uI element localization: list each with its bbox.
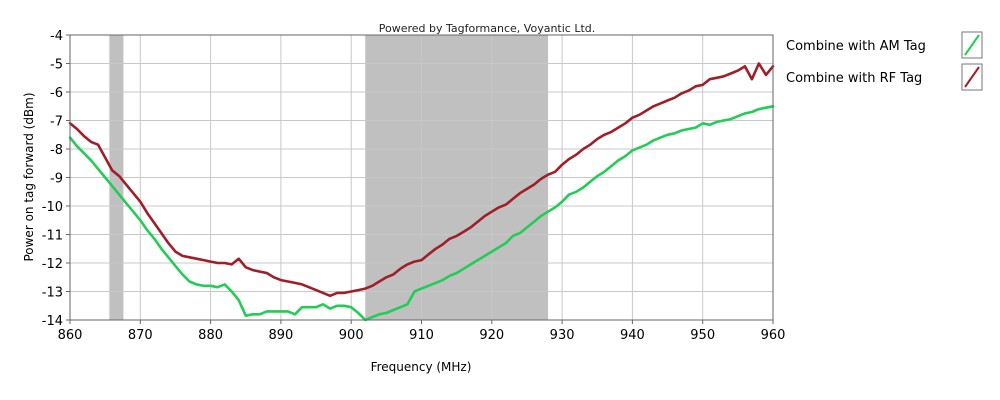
y-tick-label--5: -5 <box>50 58 63 73</box>
y-tick-label--12: -12 <box>42 257 63 272</box>
series-lines <box>68 62 775 322</box>
legend-entry-am[interactable]: Combine with AM Tag <box>786 31 983 59</box>
series-line-1 <box>68 62 775 298</box>
x-tick-label-910: 910 <box>409 328 434 343</box>
legend-line-rf-icon <box>964 66 980 88</box>
x-tick-label-880: 880 <box>198 328 223 343</box>
x-tick-label-900: 900 <box>339 328 364 343</box>
y-tick-label--7: -7 <box>50 115 63 130</box>
y-tick-label--6: -6 <box>50 86 63 101</box>
y-tick-label--9: -9 <box>50 172 63 187</box>
x-tick-label-930: 930 <box>550 328 575 343</box>
y-tick-label--13: -13 <box>42 286 63 301</box>
y-axis-label: Power on tag forward (dBm) <box>22 92 36 261</box>
legend-entry-rf[interactable]: Combine with RF Tag <box>786 63 983 91</box>
y-tick-labels: -4 -5 -6 -7 -8 -9 -10 -11 -12 -13 -14 <box>42 29 70 329</box>
credit-text: Powered by Tagformance, Voyantic Ltd. <box>379 22 596 35</box>
x-tick-label-920: 920 <box>479 328 504 343</box>
y-tick-label--10: -10 <box>42 200 63 215</box>
y-tick-label--8: -8 <box>50 143 63 158</box>
x-tick-labels: 860 870 880 890 900 910 920 930 940 950 960 <box>58 320 786 343</box>
legend: Combine with AM Tag Combine with RF Tag <box>786 31 983 91</box>
y-tick-label--14: -14 <box>42 314 63 329</box>
x-tick-label-890: 890 <box>268 328 293 343</box>
x-axis-label: Frequency (MHz) <box>371 360 472 374</box>
y-tick-label--11: -11 <box>42 229 63 244</box>
legend-line-am-icon <box>964 34 980 56</box>
y-tick-label--4: -4 <box>50 29 63 44</box>
x-tick-label-870: 870 <box>128 328 153 343</box>
x-tick-label-940: 940 <box>620 328 645 343</box>
x-tick-label-960: 960 <box>761 328 786 343</box>
legend-label-am: Combine with AM Tag <box>786 39 926 54</box>
x-tick-label-860: 860 <box>58 328 83 343</box>
series-line-0 <box>68 105 775 322</box>
x-tick-label-950: 950 <box>690 328 715 343</box>
legend-label-rf: Combine with RF Tag <box>786 71 922 86</box>
